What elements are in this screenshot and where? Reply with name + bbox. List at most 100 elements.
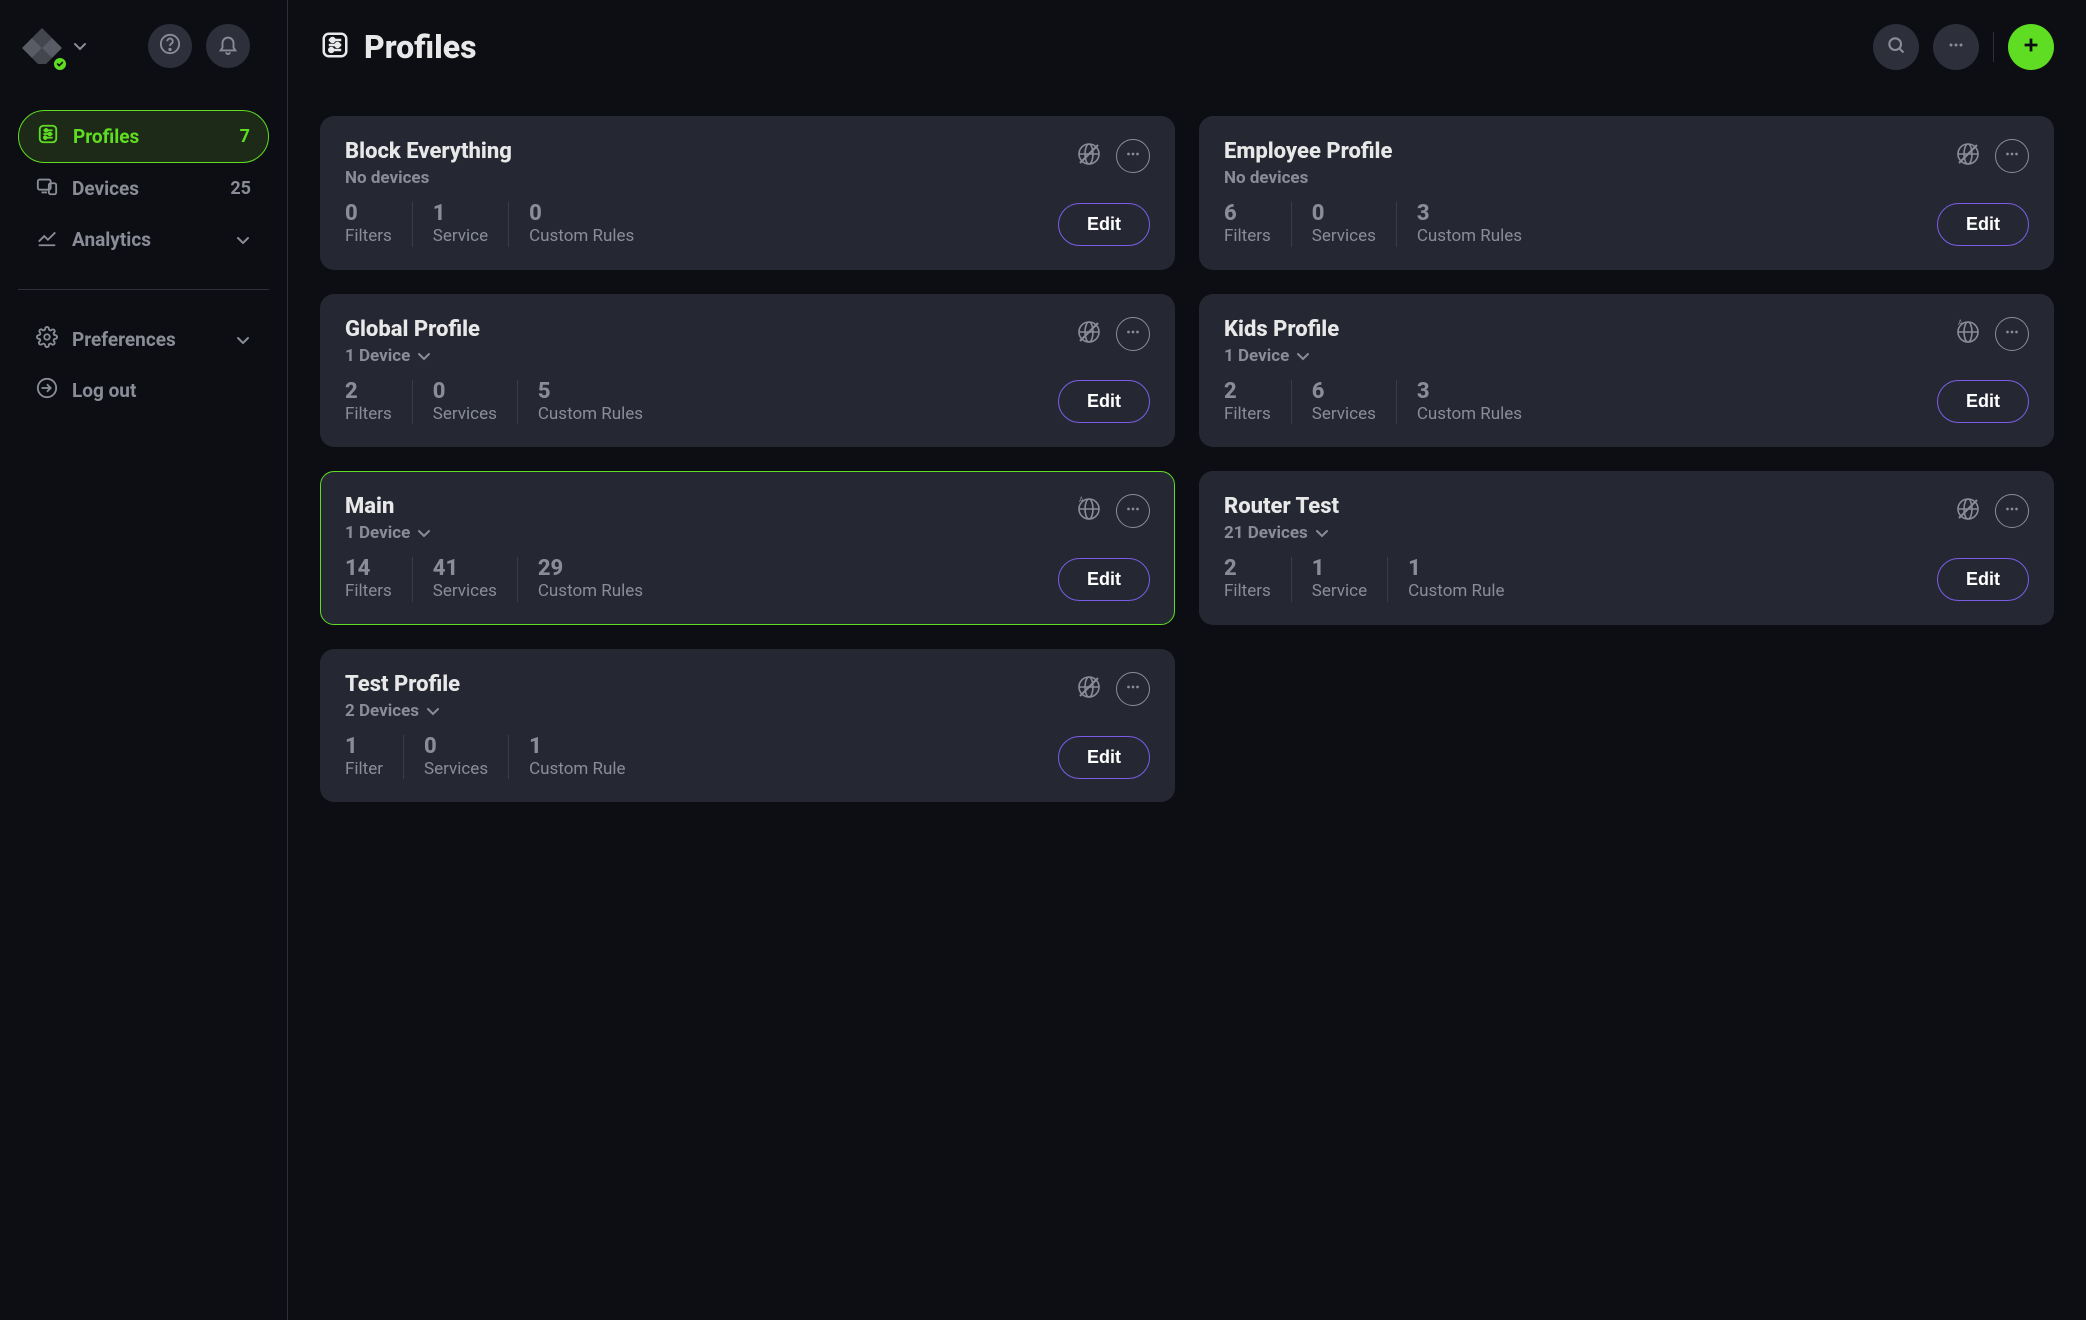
- sliders-icon: [37, 123, 59, 150]
- globe-off-icon[interactable]: [1076, 674, 1102, 704]
- org-switcher[interactable]: [18, 24, 88, 68]
- globe-off-icon[interactable]: [1955, 496, 1981, 526]
- card-more-button[interactable]: [1116, 139, 1150, 173]
- sidebar-divider: [18, 289, 269, 290]
- profile-devices: No devices: [1224, 168, 1955, 188]
- globe-off-icon[interactable]: [1076, 319, 1102, 349]
- profile-stat: 0Services: [403, 735, 508, 780]
- sidebar-item-log-out[interactable]: Log out: [18, 365, 269, 416]
- profile-stat: 0Services: [1291, 202, 1396, 247]
- profile-devices[interactable]: 1 Device: [345, 523, 1076, 543]
- sidebar-item-profiles[interactable]: Profiles7: [18, 110, 269, 163]
- search-button[interactable]: [1873, 24, 1919, 70]
- profile-name: Block Everything: [345, 139, 1076, 164]
- page-title: Profiles: [364, 28, 477, 66]
- globe-icon[interactable]: A: [1076, 496, 1102, 526]
- main: Profiles Block EverythingNo devices0Filt…: [288, 0, 2086, 1320]
- stat-label: Filters: [1224, 226, 1271, 246]
- profile-devices[interactable]: 21 Devices: [1224, 523, 1955, 543]
- svg-text:A: A: [1958, 319, 1963, 327]
- sidebar-item-label: Log out: [72, 379, 251, 402]
- stat-num: 1: [345, 735, 383, 759]
- profile-name: Kids Profile: [1224, 317, 1955, 342]
- profile-stat: 1Filter: [345, 735, 403, 780]
- card-more-button[interactable]: [1995, 317, 2029, 351]
- stat-label: Filters: [345, 581, 392, 601]
- profile-devices[interactable]: 1 Device: [1224, 346, 1955, 366]
- stat-num: 6: [1224, 202, 1271, 226]
- edit-button[interactable]: Edit: [1937, 203, 2029, 246]
- stat-num: 3: [1417, 380, 1522, 404]
- stat-label: Filters: [345, 404, 392, 424]
- globe-off-icon[interactable]: [1955, 141, 1981, 171]
- chevron-down-icon: [235, 332, 251, 348]
- stat-num: 3: [1417, 202, 1522, 226]
- add-profile-button[interactable]: [2008, 24, 2054, 70]
- notifications-button[interactable]: [206, 24, 250, 68]
- edit-button[interactable]: Edit: [1937, 380, 2029, 423]
- sidebar-item-label: Profiles: [73, 125, 226, 148]
- sidebar-top: [18, 24, 269, 68]
- stat-num: 0: [345, 202, 392, 226]
- stat-label: Services: [424, 759, 488, 779]
- search-icon: [1886, 35, 1906, 59]
- more-icon: [2003, 145, 2021, 167]
- more-icon: [1124, 145, 1142, 167]
- edit-button[interactable]: Edit: [1058, 736, 1150, 779]
- profile-devices[interactable]: 1 Device: [345, 346, 1076, 366]
- sidebar-item-label: Devices: [72, 177, 216, 200]
- profile-card: Block EverythingNo devices0Filters1Servi…: [320, 116, 1175, 270]
- stat-label: Services: [1312, 226, 1376, 246]
- help-button[interactable]: [148, 24, 192, 68]
- stat-label: Service: [1312, 581, 1367, 601]
- profile-stat: 3Custom Rules: [1396, 380, 1542, 425]
- stat-num: 0: [424, 735, 488, 759]
- chart-icon: [36, 226, 58, 253]
- edit-button[interactable]: Edit: [1937, 558, 2029, 601]
- sidebar-item-analytics[interactable]: Analytics: [18, 214, 269, 265]
- stat-label: Custom Rules: [1417, 404, 1522, 424]
- profile-devices-label: 2 Devices: [345, 701, 419, 721]
- profile-devices[interactable]: 2 Devices: [345, 701, 1076, 721]
- bell-icon: [217, 33, 239, 59]
- profile-stat: 0Services: [412, 380, 517, 425]
- stat-label: Custom Rules: [538, 581, 643, 601]
- sidebar-item-devices[interactable]: Devices25: [18, 163, 269, 214]
- stat-label: Filters: [1224, 581, 1271, 601]
- stat-num: 6: [1312, 380, 1376, 404]
- stat-num: 1: [1408, 557, 1504, 581]
- profile-stat: 0Filters: [345, 202, 412, 247]
- chevron-down-icon: [416, 525, 432, 541]
- stat-label: Filter: [345, 759, 383, 779]
- more-icon: [1124, 500, 1142, 522]
- card-more-button[interactable]: [1995, 494, 2029, 528]
- plus-icon: [2020, 34, 2042, 60]
- profile-devices-label: 1 Device: [345, 523, 410, 543]
- stat-num: 1: [529, 735, 625, 759]
- card-more-button[interactable]: [1116, 317, 1150, 351]
- edit-button[interactable]: Edit: [1058, 203, 1150, 246]
- more-button[interactable]: [1933, 24, 1979, 70]
- card-more-button[interactable]: [1995, 139, 2029, 173]
- card-more-button[interactable]: [1116, 672, 1150, 706]
- globe-off-icon[interactable]: [1076, 141, 1102, 171]
- stat-num: 2: [1224, 557, 1271, 581]
- card-more-button[interactable]: [1116, 494, 1150, 528]
- stat-label: Custom Rules: [538, 404, 643, 424]
- stat-num: 41: [433, 557, 497, 581]
- stat-label: Custom Rules: [1417, 226, 1522, 246]
- stat-label: Custom Rule: [529, 759, 625, 779]
- stat-label: Custom Rules: [529, 226, 634, 246]
- chevron-down-icon: [425, 703, 441, 719]
- globe-icon[interactable]: A: [1955, 319, 1981, 349]
- profile-devices-label: 1 Device: [1224, 346, 1289, 366]
- sidebar-item-preferences[interactable]: Preferences: [18, 314, 269, 365]
- stat-label: Filters: [1224, 404, 1271, 424]
- more-icon: [2003, 323, 2021, 345]
- edit-button[interactable]: Edit: [1058, 558, 1150, 601]
- profile-stat: 29Custom Rules: [517, 557, 663, 602]
- profile-card: Global Profile1 Device2Filters0Services5…: [320, 294, 1175, 448]
- profile-devices-label: 1 Device: [345, 346, 410, 366]
- profile-stat: 41Services: [412, 557, 517, 602]
- edit-button[interactable]: Edit: [1058, 380, 1150, 423]
